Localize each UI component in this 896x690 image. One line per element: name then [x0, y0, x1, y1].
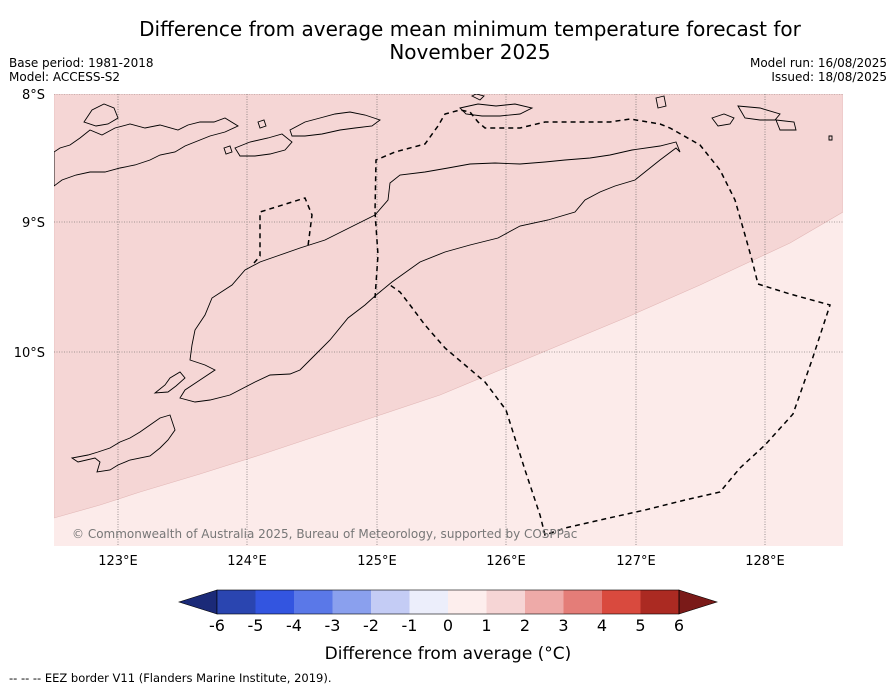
colorbar-segment — [294, 590, 333, 614]
lon-label-127e: 127°E — [616, 554, 656, 569]
timor-island-outline — [179, 141, 681, 403]
small-island-2 — [257, 119, 267, 129]
coastlines — [54, 94, 833, 473]
colorbar-segment — [563, 590, 602, 614]
colorbar-tick-label: 5 — [635, 616, 645, 635]
west-timor-tip-outline — [70, 414, 176, 473]
colorbar-title: Difference from average (°C) — [325, 644, 572, 664]
wetar-island-outline — [459, 103, 534, 117]
gridlines — [54, 94, 843, 546]
lat-label-8s: 8°S — [22, 88, 45, 103]
base-period: Base period: 1981-2018 — [9, 56, 154, 70]
lembata-island-outline — [234, 133, 293, 157]
lon-label-123e: 123°E — [98, 554, 138, 569]
lon-label-125e: 125°E — [357, 554, 397, 569]
colorbar-segment — [255, 590, 294, 614]
rote-island-outline — [153, 371, 186, 394]
model-name: Model: ACCESS-S2 — [9, 70, 121, 84]
colorbar-tick-label: -4 — [286, 616, 302, 635]
colorbar-tick-label: -2 — [363, 616, 379, 635]
map-panel: © Commonwealth of Australia 2025, Bureau… — [54, 94, 843, 546]
leti-islands-outline — [711, 113, 735, 127]
eez-legend-footer: -- -- -- EEZ border V11 (Flanders Marine… — [9, 671, 332, 685]
lat-label-9s: 9°S — [22, 216, 45, 231]
latitude-labels: 8°S 9°S 10°S — [14, 88, 45, 361]
colorbar — [178, 589, 718, 615]
colorbar-ticks: -6 -5 -4 -3 -2 -1 0 1 2 3 4 5 6 — [209, 616, 684, 635]
colorbar-segment — [409, 590, 448, 614]
colorbar-segment — [525, 590, 564, 614]
zone-1-to-2 — [54, 94, 843, 519]
colorbar-segment — [640, 590, 679, 614]
colorbar-extend-low — [178, 589, 218, 615]
colorbar-border — [216, 589, 680, 615]
flores-north-outline — [83, 103, 119, 127]
colorbar-segment — [602, 590, 641, 614]
small-island-5 — [775, 119, 797, 131]
colorbar-tick-label: 2 — [520, 616, 530, 635]
small-island-4 — [655, 95, 667, 109]
small-island-3 — [470, 94, 485, 101]
colorbar-tick-label: 1 — [481, 616, 491, 635]
lat-label-10s: 10°S — [14, 346, 45, 361]
colorbar-segment — [486, 590, 525, 614]
copyright-text: © Commonwealth of Australia 2025, Bureau… — [72, 527, 577, 541]
longitude-labels: 123°E 124°E 125°E 126°E 127°E 128°E — [98, 554, 785, 569]
meta-left: Base period: 1981-2018 Model: ACCESS-S2 — [9, 56, 154, 84]
title-line-2: November 2025 — [389, 40, 551, 64]
lon-label-126e: 126°E — [486, 554, 526, 569]
issued-date: Issued: 18/08/2025 — [771, 70, 887, 84]
colorbar-extend-high — [678, 589, 718, 615]
eez-west-enclave — [253, 197, 313, 264]
small-island-6 — [828, 135, 833, 141]
colorbar-tick-label: -3 — [325, 616, 341, 635]
eez-timor-leste — [374, 109, 831, 536]
colorbar-segment — [332, 590, 371, 614]
colorbar-segment — [371, 590, 410, 614]
flores-island-outline — [54, 117, 239, 187]
map-title: Difference from average mean minimum tem… — [110, 18, 830, 64]
lon-label-124e: 124°E — [227, 554, 267, 569]
colorbar-tick-label: -5 — [248, 616, 264, 635]
lon-label-128e: 128°E — [745, 554, 785, 569]
colorbar-tick-label: 6 — [674, 616, 684, 635]
meta-right: Model run: 16/08/2025 Issued: 18/08/2025 — [750, 56, 887, 84]
small-island-1 — [223, 145, 233, 155]
model-run: Model run: 16/08/2025 — [749, 56, 887, 70]
colorbar-segment — [217, 590, 256, 614]
babar-island-outline — [737, 105, 781, 121]
eez-border — [253, 109, 831, 536]
alor-island-outline — [289, 111, 381, 137]
colorbar-tick-label: 3 — [558, 616, 568, 635]
colorbar-tick-label: 4 — [597, 616, 607, 635]
colorbar-tick-label: -6 — [209, 616, 225, 635]
title-line-1: Difference from average mean minimum tem… — [139, 17, 801, 41]
colorbar-tick-label: -1 — [402, 616, 418, 635]
colorbar-segment — [448, 590, 487, 614]
colorbar-tick-label: 0 — [443, 616, 453, 635]
